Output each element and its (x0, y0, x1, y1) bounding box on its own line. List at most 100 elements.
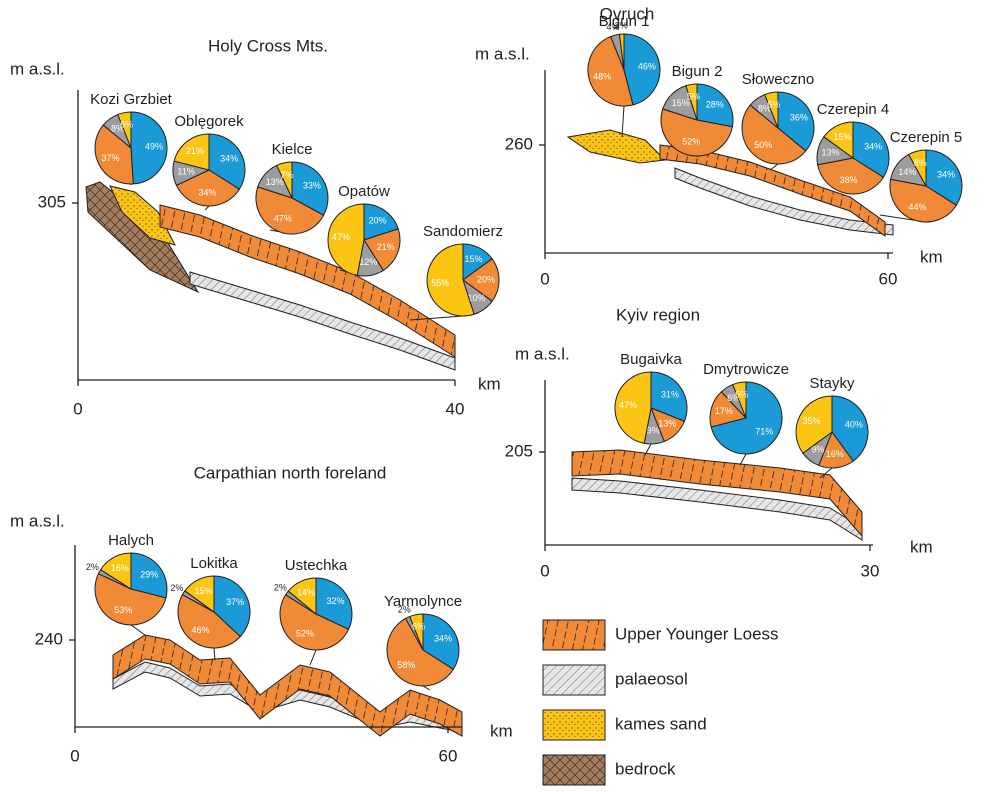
legend-swatch (543, 665, 605, 695)
x-tick-label: 0 (540, 561, 549, 580)
pie-stem (740, 454, 746, 465)
site-name: Oblęgorek (174, 113, 244, 130)
slice-label: 46% (191, 625, 209, 635)
x-tick-label: 30 (861, 561, 880, 580)
y-axis-label: m a.s.l. (515, 344, 570, 363)
legend-label: kames sand (615, 714, 707, 733)
site-name: Czerepin 4 (817, 101, 890, 118)
figure: Upper Younger Loesspalaeosolkames sandbe… (0, 0, 992, 789)
site-name: Sandomierz (423, 223, 503, 240)
slice-label: 6% (120, 120, 133, 130)
pie-stem (423, 686, 430, 690)
slice-label: 49% (145, 142, 163, 152)
slice-label: 37% (226, 597, 244, 607)
slice-label: 6% (735, 390, 748, 400)
legend-label: Upper Younger Loess (615, 624, 779, 643)
slice-label: 38% (840, 175, 858, 185)
site-name: Yarmolynce (384, 593, 462, 610)
x-axis-label: km (920, 247, 943, 266)
legend-swatch (543, 620, 605, 650)
slice-label: 6% (767, 100, 780, 110)
slice-label: 52% (682, 137, 700, 147)
slice-label: 13% (658, 419, 676, 429)
panel-title: Carpathian north foreland (194, 463, 387, 482)
slice-label: 14% (898, 167, 916, 177)
y-tick-label: 205 (505, 441, 533, 460)
slice-label: 16% (111, 563, 129, 573)
site-name: Halych (108, 532, 154, 549)
slice-label: 9% (647, 425, 660, 435)
site-name: Bugaivka (620, 351, 682, 368)
y-axis-label: m a.s.l. (10, 59, 65, 78)
slice-label: 55% (431, 278, 449, 288)
slice-label: 20% (369, 216, 387, 226)
site-name: Kozi Grzbiet (90, 91, 173, 108)
panel-title: Kyiv region (616, 305, 700, 324)
legend-swatch (543, 755, 605, 785)
slice-label: 29% (140, 569, 158, 579)
panel-title: Holy Cross Mts. (208, 36, 328, 55)
slice-label: 44% (909, 202, 927, 212)
slice-label: 2% (170, 583, 183, 593)
slice-label: 34% (220, 153, 238, 163)
slice-label: 15% (195, 586, 213, 596)
slice-label: 31% (661, 389, 679, 399)
slice-label: 11% (177, 167, 194, 177)
slice-label: 34% (864, 141, 882, 151)
pie-stem (310, 650, 316, 665)
site-name: Bigun 2 (672, 63, 723, 80)
slice-label: 20% (477, 274, 495, 284)
slice-label: 28% (706, 100, 724, 110)
slice-label: 47% (619, 400, 637, 410)
slice-label: 52% (296, 629, 314, 639)
slice-label: 47% (274, 214, 292, 224)
slice-label: 33% (303, 181, 321, 191)
slice-label: 34% (937, 169, 955, 179)
site-name: Lokitka (190, 555, 238, 572)
legend: Upper Younger Loesspalaeosolkames sandbe… (543, 620, 779, 785)
pie-stem (770, 164, 778, 170)
legend-label: bedrock (615, 759, 676, 778)
slice-label: 2% (86, 562, 99, 572)
slice-label: 48% (593, 71, 611, 81)
slice-label: 17% (715, 406, 733, 416)
x-axis-label: km (490, 721, 513, 740)
slice-label: 46% (638, 61, 656, 71)
pie-stem (622, 106, 624, 137)
slice-label: 6% (412, 622, 425, 632)
slice-label: 32% (326, 596, 344, 606)
y-tick-label: 305 (38, 192, 66, 211)
slice-label: 21% (186, 146, 204, 156)
x-tick-label: 0 (70, 746, 79, 765)
slice-label: 7% (280, 170, 293, 180)
kames-sand (568, 130, 665, 163)
slice-label: 2% (398, 605, 411, 615)
y-axis-label: m a.s.l. (10, 511, 65, 530)
x-tick-label: 60 (879, 269, 898, 288)
slice-label: 5% (687, 92, 700, 102)
slice-label: 58% (397, 660, 415, 670)
site-name: Dmytrowicze (703, 361, 789, 378)
slice-label: 12% (359, 257, 377, 267)
slice-label: 34% (199, 187, 217, 197)
site-name: Słoweczno (742, 71, 815, 88)
x-tick-label: 0 (540, 269, 549, 288)
pie-stem (205, 206, 209, 210)
slice-label: 47% (332, 232, 350, 242)
y-tick-label: 260 (505, 134, 533, 153)
site-name: Opatów (338, 183, 390, 200)
pie-stem (214, 648, 215, 660)
slice-label: 53% (114, 605, 132, 615)
x-tick-label: 60 (439, 746, 458, 765)
slice-label: 2% (274, 583, 287, 593)
slice-label: 14% (297, 588, 315, 598)
slice-label: 71% (755, 426, 773, 436)
x-tick-label: 40 (446, 399, 465, 418)
y-axis-label: m a.s.l. (475, 44, 530, 63)
slice-label: 35% (802, 416, 820, 426)
slice-label: 34% (434, 633, 452, 643)
slice-label: 36% (790, 113, 808, 123)
x-axis-label: km (910, 537, 933, 556)
slice-label: 21% (377, 242, 395, 252)
slice-label: 15% (834, 132, 852, 142)
